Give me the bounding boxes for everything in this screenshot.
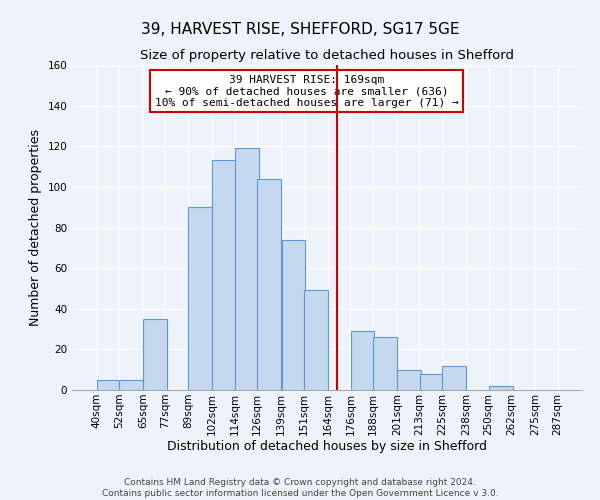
Bar <box>420 374 443 390</box>
Bar <box>97 380 120 390</box>
Bar <box>212 160 236 390</box>
Bar <box>304 290 328 390</box>
X-axis label: Distribution of detached houses by size in Shefford: Distribution of detached houses by size … <box>167 440 487 454</box>
Bar <box>257 179 281 390</box>
Bar <box>373 337 397 390</box>
Text: 39, HARVEST RISE, SHEFFORD, SG17 5GE: 39, HARVEST RISE, SHEFFORD, SG17 5GE <box>141 22 459 38</box>
Text: 39 HARVEST RISE: 169sqm
← 90% of detached houses are smaller (636)
10% of semi-d: 39 HARVEST RISE: 169sqm ← 90% of detache… <box>155 74 458 108</box>
Title: Size of property relative to detached houses in Shefford: Size of property relative to detached ho… <box>140 50 514 62</box>
Bar <box>350 331 374 390</box>
Bar <box>143 319 167 390</box>
Bar <box>119 380 143 390</box>
Text: Contains HM Land Registry data © Crown copyright and database right 2024.
Contai: Contains HM Land Registry data © Crown c… <box>101 478 499 498</box>
Bar <box>235 148 259 390</box>
Bar <box>188 207 212 390</box>
Bar <box>442 366 466 390</box>
Bar <box>281 240 305 390</box>
Y-axis label: Number of detached properties: Number of detached properties <box>29 129 42 326</box>
Bar <box>489 386 512 390</box>
Bar <box>397 370 421 390</box>
